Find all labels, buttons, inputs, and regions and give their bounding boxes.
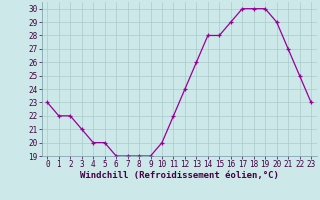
X-axis label: Windchill (Refroidissement éolien,°C): Windchill (Refroidissement éolien,°C) [80,171,279,180]
